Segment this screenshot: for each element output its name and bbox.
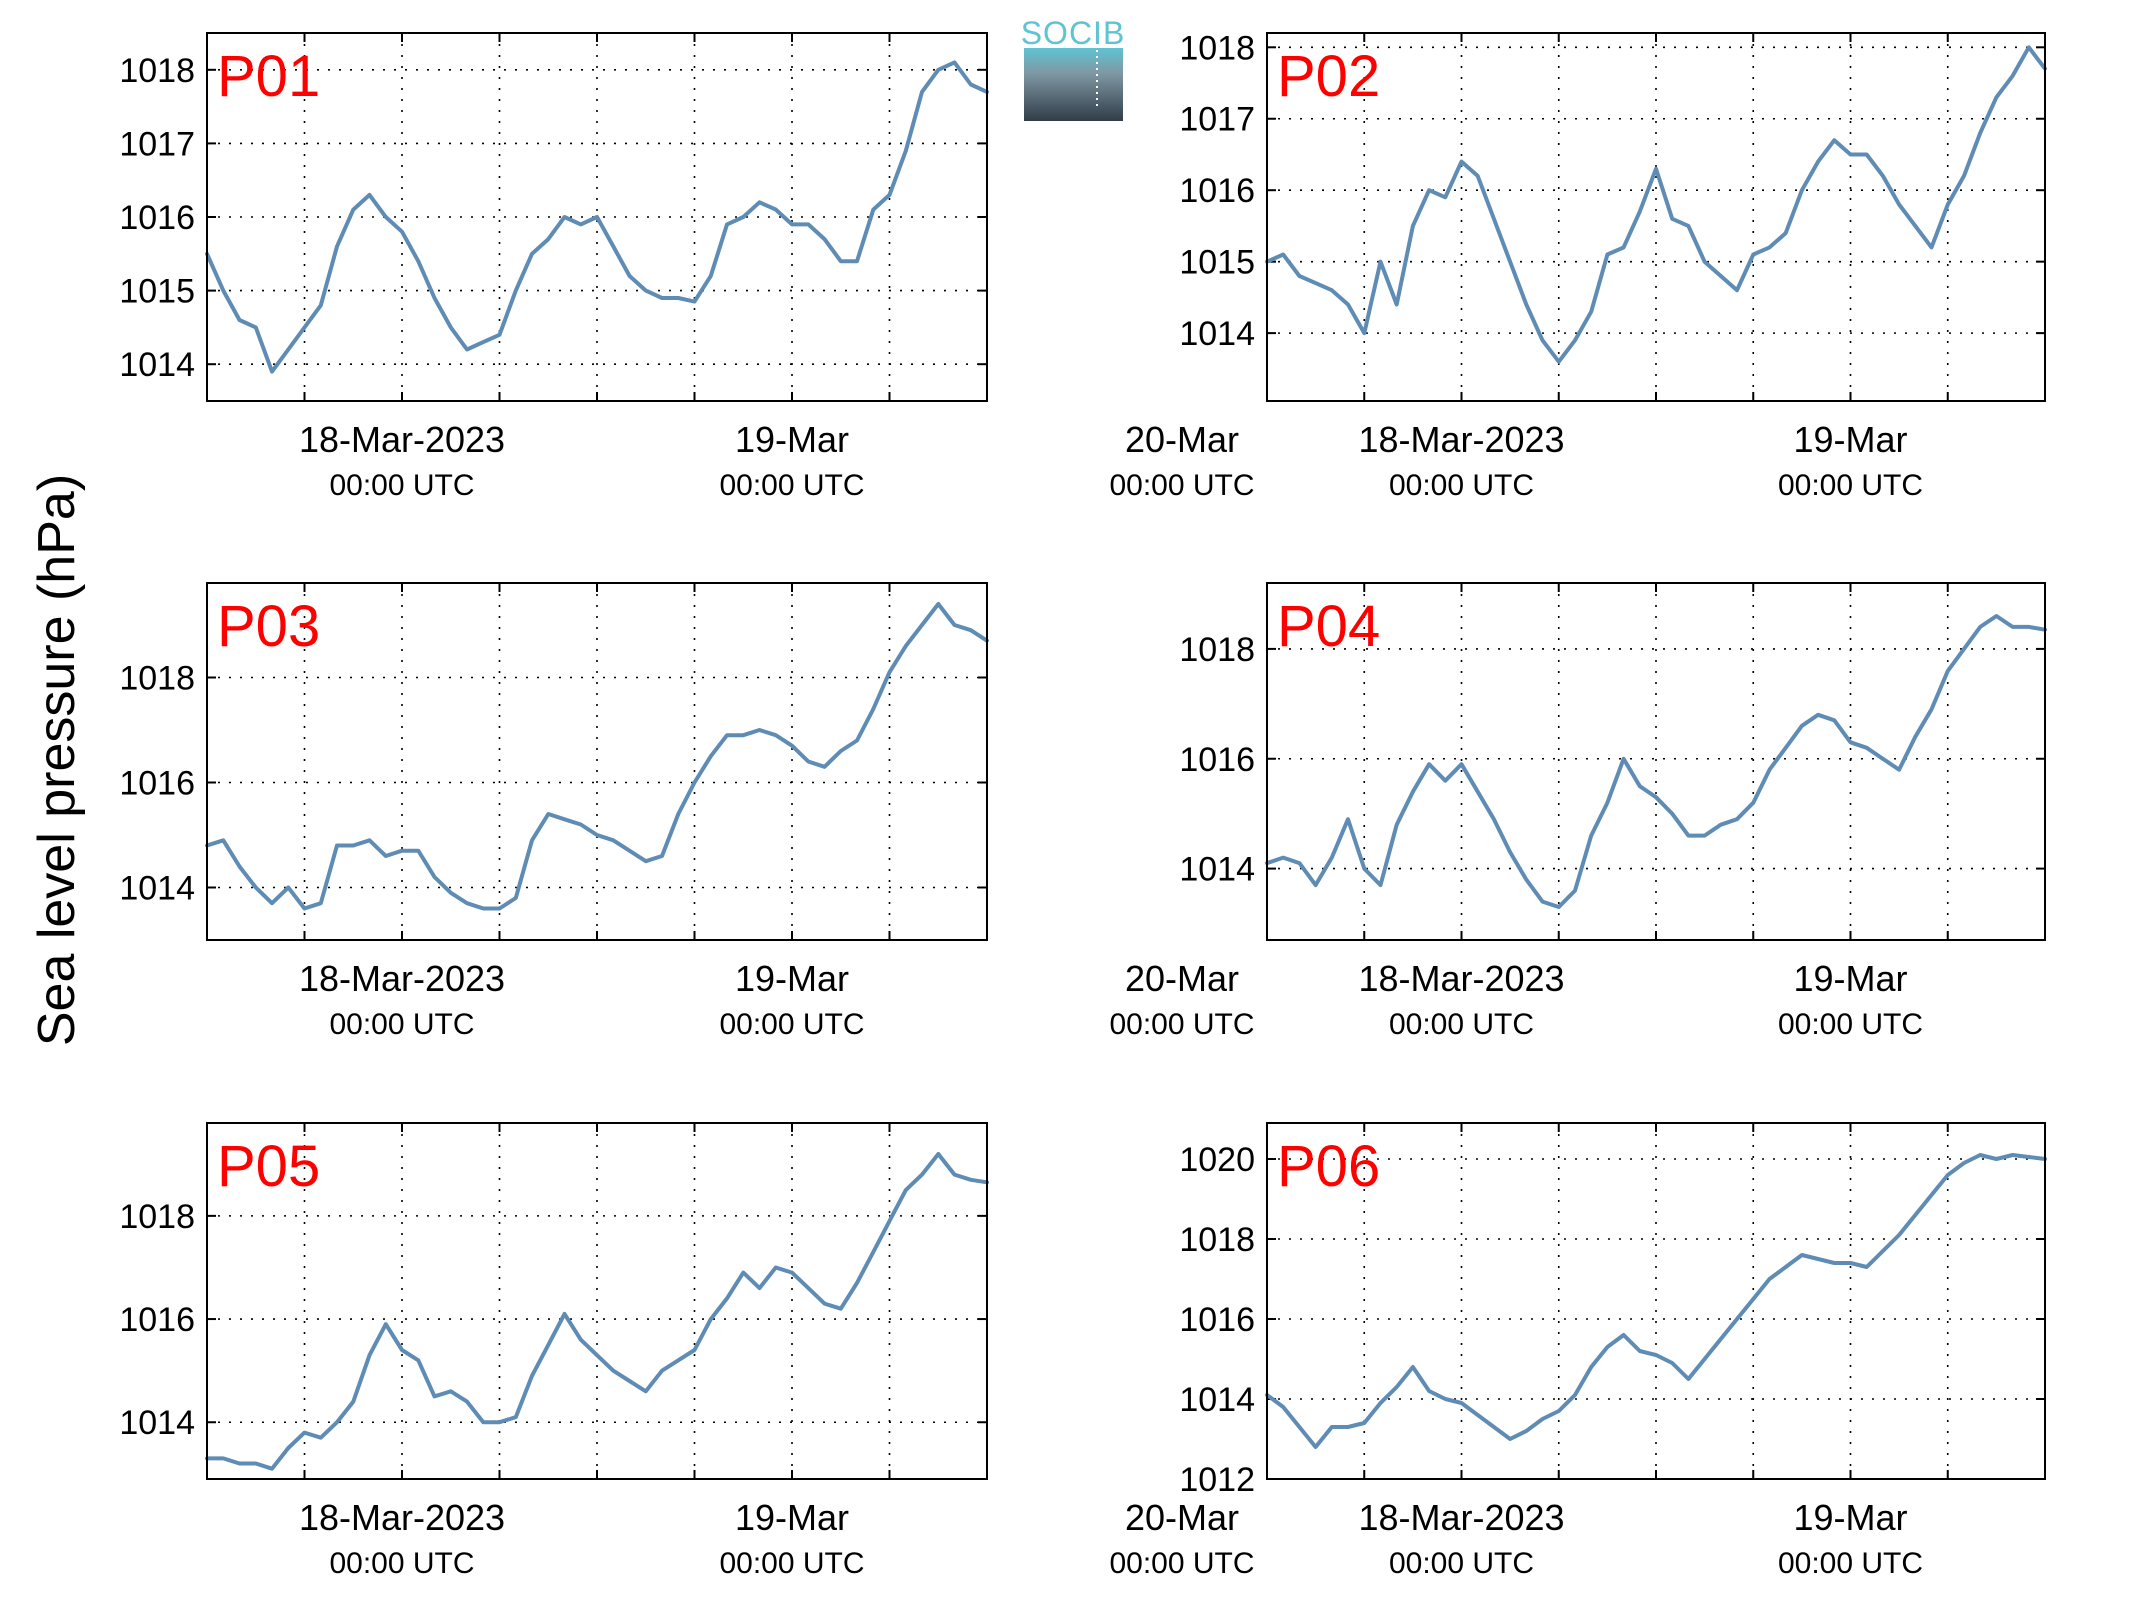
y-tick-label: 1018 [1179,631,1255,669]
y-tick-label: 1018 [119,660,195,698]
x-tick-label: 18-Mar-2023 [1358,419,1564,460]
y-tick-label: 1014 [1179,1381,1255,1419]
y-tick-label: 1015 [119,273,195,311]
x-tick-label: 19-Mar [735,1497,849,1538]
x-tick-label: 19-Mar [735,958,849,999]
panel-label-p05: P05 [217,1134,320,1199]
y-tick-label: 1014 [119,346,195,384]
plot-frame [1266,32,2046,402]
x-tick-sublabel: 00:00 UTC [1778,469,1923,502]
series-line-p03 [205,602,989,911]
x-tick-label: 18-Mar-2023 [1358,958,1564,999]
x-tick-sublabel: 00:00 UTC [1389,1008,1534,1041]
panel-label-p01: P01 [217,44,320,109]
x-tick-label: 20-Mar [1125,1497,1239,1538]
y-tick-label: 1018 [1179,29,1255,67]
x-tick-label: 18-Mar-2023 [299,1497,505,1538]
y-tick-label: 1016 [119,1301,195,1339]
y-tick-label: 1018 [1179,1221,1255,1259]
logo-text: SOCIB [1021,15,1126,51]
x-tick-sublabel: 00:00 UTC [1778,1547,1923,1580]
y-tick-label: 1016 [1179,1301,1255,1339]
y-tick-label: 1016 [1179,172,1255,210]
series-line-p02 [1265,45,2047,364]
y-tick-label: 1020 [1179,1141,1255,1179]
x-tick-sublabel: 00:00 UTC [329,1008,474,1041]
plot-frame [206,32,988,402]
y-axis-label: Sea level pressure (hPa) [28,474,86,1046]
y-tick-label: 1015 [1179,244,1255,282]
plot-frame [1266,1122,2046,1480]
x-tick-sublabel: 00:00 UTC [719,469,864,502]
socib-logo: SOCIB [1021,15,1126,121]
plot-frame [1266,582,2046,941]
x-tick-label: 19-Mar [1793,1497,1907,1538]
series-line-p01 [205,60,989,374]
panel-label-p02: P02 [1277,44,1380,109]
x-tick-sublabel: 00:00 UTC [719,1547,864,1580]
panel-p04: 1014 1016 1018 P04 18-Mar-2023 00:00 UTC 19-Ma… [1179,582,2047,1041]
y-tick-label: 1018 [119,1198,195,1236]
y-tick-label: 1014 [1179,851,1255,889]
y-tick-label: 1017 [119,125,195,163]
y-tick-label: 1016 [1179,741,1255,779]
y-tick-label: 1016 [119,199,195,237]
panel-p05: 1014 1016 1018 P05 18-Mar-2023 00:00 UTC 19-Ma… [119,1122,1255,1580]
x-tick-sublabel: 00:00 UTC [329,469,474,502]
series-line-p04 [1265,614,2047,909]
x-tick-label: 19-Mar [1793,419,1907,460]
x-tick-sublabel: 00:00 UTC [329,1547,474,1580]
y-tick-label: 1014 [119,870,195,908]
x-tick-sublabel: 00:00 UTC [1109,1547,1254,1580]
series-line-p05 [205,1152,989,1471]
y-tick-label: 1016 [119,765,195,803]
panel-label-p06: P06 [1277,1134,1380,1199]
x-tick-label: 18-Mar-2023 [299,419,505,460]
x-tick-sublabel: 00:00 UTC [1778,1008,1923,1041]
x-tick-sublabel: 00:00 UTC [719,1008,864,1041]
x-tick-sublabel: 00:00 UTC [1389,1547,1534,1580]
y-tick-label: 1014 [1179,315,1255,353]
x-tick-sublabel: 00:00 UTC [1109,1008,1254,1041]
x-tick-label: 20-Mar [1125,419,1239,460]
panels: 1014 1015 1016 1017 1018 P01 18-Mar-2023 00:00 … [119,29,2047,1580]
y-tick-label: 1017 [1179,101,1255,139]
x-tick-label: 18-Mar-2023 [1358,1497,1564,1538]
x-tick-label: 18-Mar-2023 [299,958,505,999]
panel-p01: 1014 1015 1016 1017 1018 P01 18-Mar-2023 00:00 … [119,32,1255,502]
panel-p02: 1014 1015 1016 1017 1018 P02 18-Mar-2023 00:00 … [1179,29,2047,502]
panel-p03: 1014 1016 1018 P03 18-Mar-2023 00:00 UTC 19-Ma… [119,582,1255,1041]
x-tick-sublabel: 00:00 UTC [1389,469,1534,502]
y-tick-label: 1014 [119,1404,195,1442]
panel-label-p04: P04 [1277,594,1380,659]
y-tick-label: 1012 [1179,1461,1255,1499]
x-tick-label: 20-Mar [1125,958,1239,999]
plot-frame [206,582,988,941]
x-tick-label: 19-Mar [1793,958,1907,999]
plot-frame [206,1122,988,1480]
x-tick-label: 19-Mar [735,419,849,460]
series-line-p06 [1265,1153,2047,1449]
panel-p06: 1012 1014 1016 1018 1020 P06 18-Mar-2023 00:00 … [1179,1122,2047,1580]
x-tick-sublabel: 00:00 UTC [1109,469,1254,502]
panel-label-p03: P03 [217,594,320,659]
y-tick-label: 1018 [119,52,195,90]
logo-block [1024,48,1123,121]
